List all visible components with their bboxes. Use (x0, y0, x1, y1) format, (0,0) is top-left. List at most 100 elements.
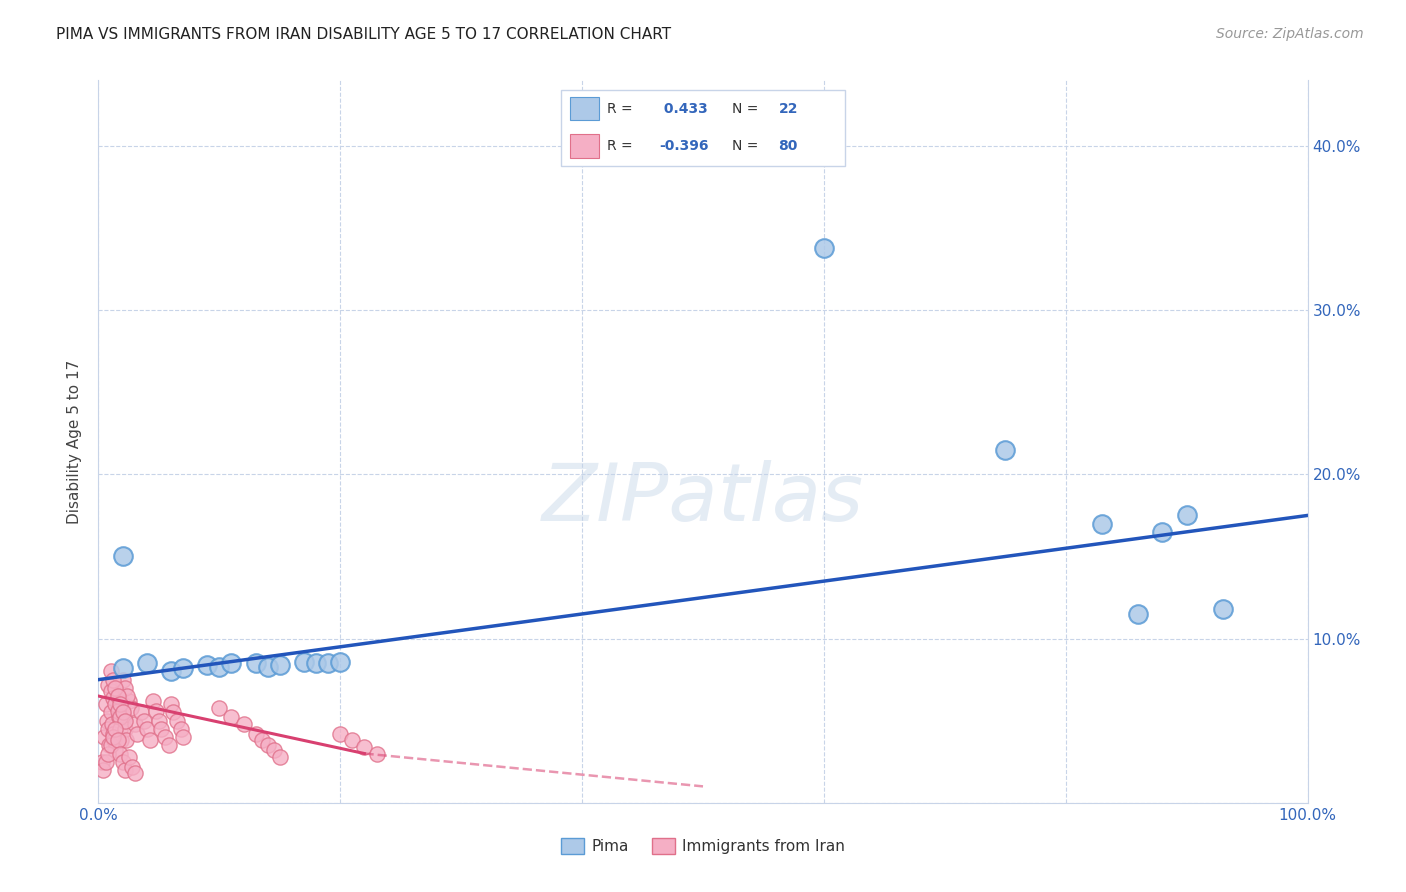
Point (145, 704, 167, 718)
Point (142, 694, 165, 708)
Point (115, 733, 138, 747)
Point (100, 739, 122, 753)
Point (101, 730, 124, 744)
Point (111, 698, 134, 712)
Point (316, 657, 339, 671)
Point (1212, 602, 1234, 616)
Point (162, 706, 184, 720)
Point (135, 722, 157, 736)
Point (111, 755, 134, 769)
Point (94, 698, 117, 712)
Point (1175, 508, 1198, 523)
Point (108, 747, 131, 761)
Point (101, 673, 124, 687)
Point (172, 730, 194, 744)
Point (129, 706, 152, 720)
Point (107, 700, 129, 714)
Point (111, 706, 134, 720)
Point (1091, 516, 1114, 531)
Point (245, 657, 267, 671)
Point (292, 655, 315, 669)
Point (91, 763, 114, 777)
Point (91, 755, 114, 769)
Point (256, 739, 278, 753)
Point (101, 727, 124, 741)
Y-axis label: Disability Age 5 to 17: Disability Age 5 to 17 (67, 359, 83, 524)
Point (148, 714, 170, 728)
Point (305, 657, 328, 671)
Text: PIMA VS IMMIGRANTS FROM IRAN DISABILITY AGE 5 TO 17 CORRELATION CHART: PIMA VS IMMIGRANTS FROM IRAN DISABILITY … (56, 27, 672, 42)
Point (104, 698, 127, 712)
Point (366, 747, 388, 761)
Point (114, 714, 136, 728)
Point (329, 727, 352, 741)
Point (134, 714, 156, 728)
Point (139, 733, 162, 747)
Point (114, 722, 136, 736)
Point (100, 684, 122, 698)
Point (108, 710, 131, 724)
Point (107, 704, 129, 718)
Point (166, 714, 188, 728)
Point (103, 733, 125, 747)
Point (1152, 524, 1174, 539)
Text: ZIPatlas: ZIPatlas (541, 460, 865, 539)
Point (150, 722, 173, 736)
Point (245, 727, 267, 741)
Point (118, 694, 141, 708)
Legend: Pima, Immigrants from Iran: Pima, Immigrants from Iran (555, 832, 851, 860)
Point (101, 690, 124, 705)
Point (208, 659, 231, 673)
Point (108, 722, 131, 736)
Point (100, 706, 122, 720)
Point (104, 722, 127, 736)
Point (111, 661, 134, 675)
Point (160, 665, 183, 679)
Point (232, 717, 254, 731)
Point (172, 661, 194, 675)
Point (263, 743, 285, 757)
Point (97, 722, 120, 736)
Point (111, 673, 134, 687)
Point (221, 710, 243, 724)
Point (342, 733, 364, 747)
Point (1128, 607, 1150, 621)
Point (127, 727, 149, 741)
Point (124, 766, 146, 780)
Point (329, 655, 352, 669)
Point (108, 710, 131, 724)
Point (195, 657, 218, 672)
Point (97, 747, 120, 761)
Point (108, 698, 131, 712)
Point (94, 755, 117, 769)
Point (96, 714, 118, 728)
Point (269, 749, 291, 764)
Point (250, 733, 273, 747)
Point (135, 657, 157, 671)
Point (97, 677, 120, 691)
Text: Source: ZipAtlas.com: Source: ZipAtlas.com (1216, 27, 1364, 41)
Point (100, 665, 122, 679)
Point (107, 733, 129, 747)
Point (269, 657, 291, 672)
Point (157, 739, 180, 753)
Point (93, 730, 115, 744)
Point (105, 689, 128, 703)
Point (107, 689, 129, 703)
Point (153, 730, 176, 744)
Point (112, 710, 135, 724)
Point (160, 698, 183, 712)
Point (114, 681, 136, 695)
Point (111, 549, 134, 564)
Point (120, 700, 142, 714)
Point (118, 749, 141, 764)
Point (110, 733, 132, 747)
Point (221, 657, 243, 671)
Point (124, 717, 146, 731)
Point (98, 739, 121, 753)
Point (169, 722, 191, 736)
Point (256, 659, 278, 673)
Point (994, 442, 1017, 457)
Point (353, 739, 375, 754)
Point (104, 681, 127, 695)
